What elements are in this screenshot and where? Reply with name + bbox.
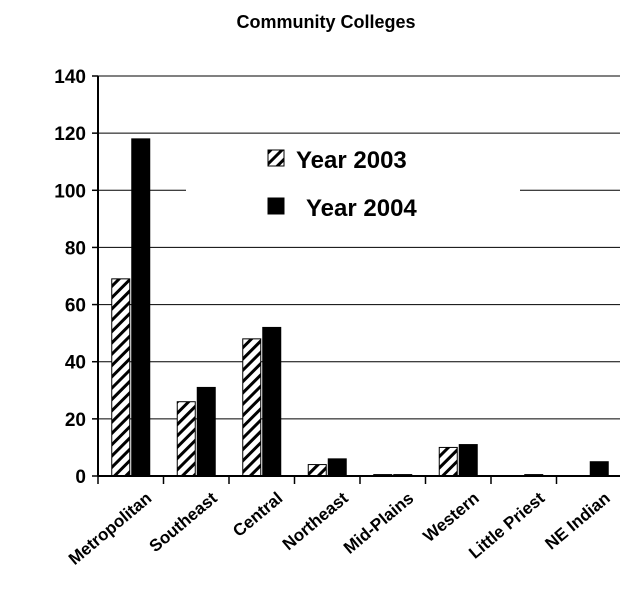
- bar-year-2004-2: [262, 326, 282, 477]
- bar-year-2003-1: [176, 401, 196, 477]
- legend-label: Year 2003: [296, 147, 407, 174]
- legend-swatch: [267, 149, 285, 167]
- legend: Year 2003 Year 2004: [186, 136, 520, 236]
- y-tick-label: 140: [54, 67, 86, 88]
- y-tick-label: 120: [54, 124, 86, 145]
- y-tick-label: 60: [65, 296, 86, 317]
- x-category-label: Central: [229, 489, 286, 541]
- legend-swatch: [267, 197, 285, 215]
- x-category-label: Western: [419, 489, 482, 546]
- chart-title: Community Colleges: [236, 12, 415, 32]
- bar-year-2003-0: [111, 278, 131, 477]
- legend-box: [186, 136, 520, 236]
- x-category-label: Southeast: [146, 488, 221, 556]
- y-tick-label: 40: [65, 353, 86, 374]
- y-tick-label: 0: [75, 467, 86, 488]
- y-axis-ticks: 0 20 40 60 80 100 120 140: [54, 67, 98, 488]
- bar-year-2003-5: [438, 446, 458, 477]
- axes: [97, 76, 620, 484]
- y-tick-label: 80: [65, 238, 86, 259]
- gridlines: [98, 75, 620, 420]
- y-tick-label: 100: [54, 181, 86, 202]
- legend-label: Year 2004: [306, 195, 417, 222]
- bar-year-2004-0: [131, 138, 151, 477]
- bar-year-2004-7: [589, 461, 609, 477]
- x-category-label: Metropolitan: [65, 489, 155, 569]
- bars: [111, 138, 609, 477]
- bar-year-2004-5: [458, 444, 478, 477]
- y-tick-label: 20: [65, 410, 86, 431]
- bar-year-2004-3: [327, 458, 347, 477]
- x-category-label: Mid-Plains: [340, 489, 417, 558]
- bar-year-2003-2: [242, 338, 262, 477]
- x-category-label: NE Indian: [542, 489, 614, 554]
- bar-year-2004-1: [196, 386, 216, 477]
- bar-year-2003-3: [307, 464, 327, 477]
